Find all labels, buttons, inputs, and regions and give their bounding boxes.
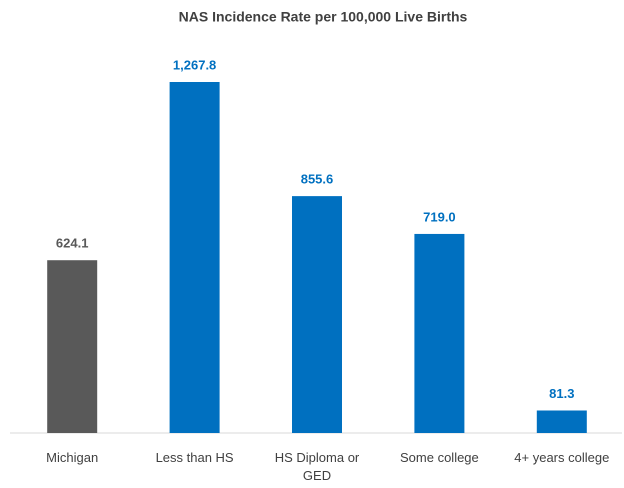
x-tick-label: 4+ years college: [514, 450, 610, 465]
x-tick-label: Less than HS: [155, 450, 234, 465]
x-tick-label: Michigan: [46, 450, 99, 465]
data-label: 1,267.8: [173, 57, 216, 72]
x-tick-label: Some college: [400, 450, 479, 465]
data-label: 855.6: [301, 172, 334, 187]
bar: [292, 196, 342, 433]
bar: [536, 410, 587, 433]
data-label: 719.0: [423, 209, 456, 224]
chart-title: NAS Incidence Rate per 100,000 Live Birt…: [179, 9, 468, 25]
bar: [169, 82, 220, 433]
data-label: 81.3: [549, 386, 574, 401]
bar: [414, 233, 465, 433]
bar: [47, 260, 98, 433]
data-label: 624.1: [56, 236, 89, 251]
x-tick-label: HS Diploma or GED: [274, 450, 360, 483]
